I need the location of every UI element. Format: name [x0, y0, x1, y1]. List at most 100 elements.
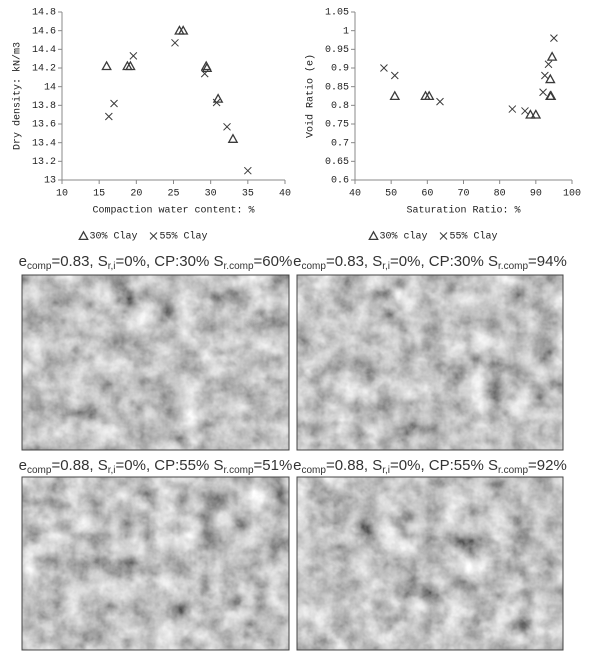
image-border [21, 274, 290, 451]
y-tick-label: 14 [44, 82, 56, 93]
marker-cross [539, 88, 547, 97]
marker-cross [380, 64, 388, 72]
marker-triangle [546, 51, 558, 61]
x-tick-label: 50 [385, 189, 397, 200]
y-tick-label: 0.65 [325, 157, 349, 168]
marker-triangle [368, 230, 379, 241]
caption-text: e [19, 457, 27, 474]
marker-triangle [78, 230, 89, 241]
panel-caption: ecomp=0.88, Sr,i=0%, CP:55% Sr.comp=51% [19, 457, 293, 476]
marker-cross [200, 69, 209, 78]
caption-subscript: r,i [108, 261, 116, 272]
x-tick-label: 80 [494, 189, 506, 200]
y-tick-label: 0.8 [331, 101, 349, 112]
caption-text: =0.88, S [51, 457, 107, 474]
marker-cross [390, 71, 399, 80]
marker-cross [550, 34, 558, 42]
x-tick-label: 40 [349, 189, 361, 200]
x-tick-label: 20 [130, 189, 142, 200]
marker-cross [508, 105, 517, 113]
image-border [296, 274, 564, 451]
marker-triangle [227, 133, 239, 143]
y-axis-label: Void Ratio (e) [305, 54, 317, 138]
y-tick-label: 13.2 [32, 157, 56, 168]
caption-subscript: r,i [382, 261, 390, 272]
caption-subscript: comp [27, 261, 52, 272]
y-tick-label: 1 [343, 26, 349, 37]
marker-cross [129, 52, 138, 60]
caption-subscript: r.comp [224, 261, 254, 272]
x-tick-label: 40 [279, 189, 291, 200]
marker-cross [223, 122, 231, 131]
y-tick-label: 13.4 [32, 138, 56, 149]
image-border [21, 476, 290, 651]
caption-text: e [19, 253, 27, 270]
x-tick-label: 100 [563, 189, 581, 200]
caption-text: =0%, CP:30% S [116, 253, 224, 270]
caption-subscript: r,i [382, 465, 390, 476]
marker-cross [541, 71, 549, 80]
panel-caption: ecomp=0.83, Sr,i=0%, CP:30% Sr.comp=94% [293, 253, 567, 272]
image-border [296, 476, 564, 651]
caption-text: =0%, CP:55% S [390, 457, 498, 474]
panel-caption: ecomp=0.88, Sr,i=0%, CP:55% Sr.comp=92% [293, 457, 567, 476]
panel-caption: ecomp=0.83, Sr,i=0%, CP:30% Sr.comp=60% [19, 253, 293, 272]
caption-subscript: r,i [108, 465, 116, 476]
marker-triangle [545, 90, 557, 101]
x-tick-label: 30 [205, 189, 217, 200]
x-axis-label: Saturation Ratio: % [406, 205, 520, 217]
x-tick-label: 60 [421, 189, 433, 200]
caption-subscript: r.comp [224, 465, 254, 476]
marker-cross [243, 166, 252, 175]
legend-label: 30% clay [380, 231, 428, 243]
marker-cross [439, 232, 448, 240]
y-tick-label: 14.4 [32, 45, 56, 56]
y-tick-label: 13.6 [32, 120, 56, 131]
caption-subscript: r.comp [498, 465, 528, 476]
caption-subscript: comp [302, 465, 327, 476]
marker-triangle [212, 93, 224, 103]
legend-label: 30% Clay [90, 231, 138, 243]
y-tick-label: 14.8 [32, 8, 56, 19]
y-tick-label: 0.7 [331, 138, 349, 149]
marker-triangle [101, 60, 112, 71]
caption-text: =0%, CP:30% S [390, 253, 498, 270]
x-tick-label: 25 [167, 189, 179, 200]
marker-cross [171, 38, 179, 47]
y-tick-label: 13 [44, 176, 56, 187]
marker-triangle [177, 25, 189, 35]
y-tick-label: 0.75 [325, 120, 349, 131]
caption-text: e [293, 457, 301, 474]
legend-label: 55% Clay [450, 231, 498, 243]
caption-subscript: comp [27, 465, 52, 476]
marker-cross [149, 232, 158, 240]
marker-cross [104, 112, 113, 121]
x-tick-label: 35 [242, 189, 254, 200]
y-tick-label: 0.9 [331, 64, 349, 75]
caption-subscript: comp [302, 261, 327, 272]
sem-image [22, 275, 289, 450]
y-tick-label: 0.6 [331, 176, 349, 187]
marker-cross [544, 60, 553, 69]
y-axis-label: Dry density: kN/m3 [12, 42, 24, 150]
sem-image [297, 275, 563, 450]
marker-triangle [530, 109, 542, 119]
marker-cross [110, 99, 118, 108]
sem-image [297, 477, 563, 650]
marker-cross [212, 98, 221, 107]
caption-text: =0%, CP:55% S [116, 457, 224, 474]
x-tick-label: 90 [530, 189, 542, 200]
y-tick-label: 1.05 [325, 8, 349, 19]
marker-cross [521, 107, 529, 115]
caption-text: =94% [528, 253, 567, 270]
sem-image [22, 477, 289, 650]
y-tick-label: 0.85 [325, 82, 349, 93]
marker-triangle [544, 73, 556, 84]
x-tick-label: 70 [457, 189, 469, 200]
x-axis-label: Compaction water content: % [92, 205, 254, 217]
caption-text: =0.83, S [51, 253, 107, 270]
caption-text: =0.88, S [326, 457, 382, 474]
caption-subscript: r.comp [498, 261, 528, 272]
marker-triangle [389, 90, 401, 101]
